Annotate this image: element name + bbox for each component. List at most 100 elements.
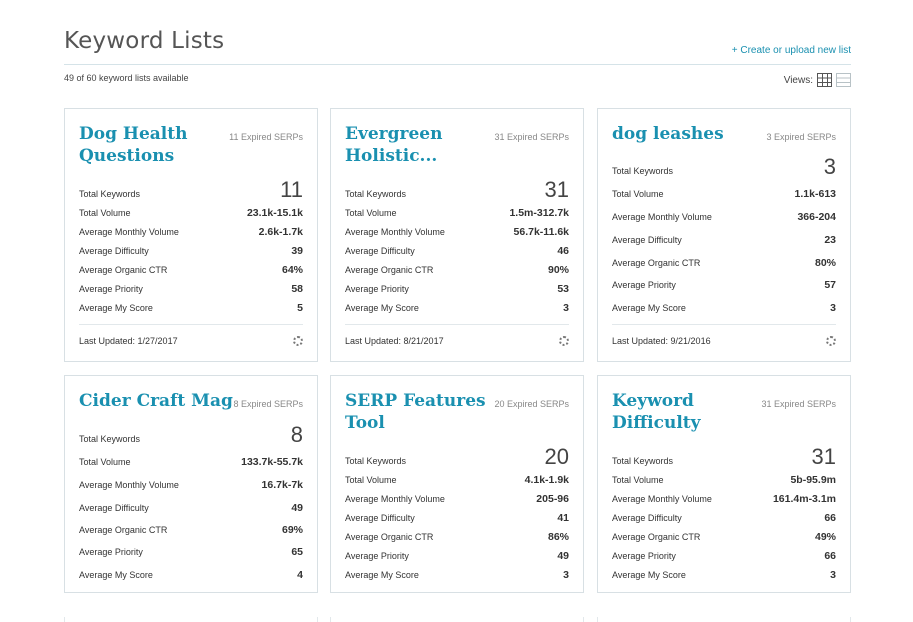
stat-avg-monthly-volume: Average Monthly Volume 16.7k-7k	[79, 479, 303, 491]
keyword-list-card: Keyword Difficulty 31 Expired SERPs Tota…	[597, 375, 851, 593]
stat-total-volume: Total Volume 4.1k-1.9k	[345, 474, 569, 486]
stat-value: 3	[563, 302, 569, 314]
stat-avg-difficulty: Average Difficulty 49	[79, 502, 303, 514]
stat-avg-priority: Average Priority 53	[345, 283, 569, 295]
stat-total-keywords: Total Keywords 20	[345, 444, 569, 470]
gear-icon[interactable]	[293, 336, 303, 346]
stat-avg-ctr: Average Organic CTR 69%	[79, 524, 303, 536]
stat-total-volume: Total Volume 5b-95.9m	[612, 474, 836, 486]
stat-value: 3	[563, 569, 569, 581]
stat-avg-difficulty: Average Difficulty 23	[612, 234, 836, 246]
stat-value: 86%	[547, 531, 569, 543]
stat-label: Average My Score	[345, 570, 419, 580]
stat-label: Average Organic CTR	[345, 532, 434, 542]
stat-value: 3	[830, 302, 836, 314]
stat-label: Average My Score	[79, 570, 153, 580]
last-updated: Last Updated: 1/27/2017	[79, 336, 178, 346]
stat-total-volume: Total Volume 1.1k-613	[612, 188, 836, 200]
stat-value: 3	[823, 154, 836, 179]
stat-label: Average Monthly Volume	[612, 494, 712, 504]
stat-label: Average Monthly Volume	[79, 480, 179, 490]
list-name[interactable]: dog leashes	[612, 124, 724, 144]
stat-avg-priority: Average Priority 66	[612, 550, 836, 562]
views-label: Views:	[783, 74, 813, 86]
list-name[interactable]: Dog Health Questions	[79, 124, 188, 166]
expired-serps: 31 Expired SERPs	[761, 399, 836, 409]
stat-avg-ctr: Average Organic CTR 64%	[79, 264, 303, 276]
stat-avg-my-score: Average My Score 3	[612, 302, 836, 314]
stat-value: 66	[824, 550, 836, 562]
grid-view-icon[interactable]	[817, 73, 832, 87]
stat-avg-priority: Average Priority 57	[612, 279, 836, 291]
stat-label: Average My Score	[612, 570, 686, 580]
stat-avg-monthly-volume: Average Monthly Volume 56.7k-11.6k	[345, 226, 569, 238]
stat-label: Average My Score	[345, 303, 419, 313]
stat-avg-difficulty: Average Difficulty 46	[345, 245, 569, 257]
stat-avg-my-score: Average My Score 3	[612, 569, 836, 581]
stat-value: 31	[544, 177, 569, 202]
stat-avg-ctr: Average Organic CTR 90%	[345, 264, 569, 276]
stat-label: Average My Score	[612, 303, 686, 313]
keyword-list-card: Cider Craft Mag 8 Expired SERPs Total Ke…	[64, 375, 318, 593]
stat-value: 133.7k-55.7k	[241, 456, 303, 468]
stat-avg-my-score: Average My Score 3	[345, 569, 569, 581]
stat-value: 49	[557, 550, 569, 562]
stat-total-volume: Total Volume 23.1k-15.1k	[79, 207, 303, 219]
stat-label: Total Keywords	[612, 456, 674, 466]
stat-value: 65	[291, 546, 303, 558]
title-divider	[64, 64, 851, 65]
stat-value: 11	[280, 177, 303, 202]
stat-label: Total Keywords	[79, 434, 141, 444]
list-name[interactable]: Evergreen Holistic...	[345, 124, 443, 166]
stat-value: 205-96	[536, 493, 569, 505]
list-name[interactable]: SERP Features Tool	[345, 391, 486, 433]
create-list-link[interactable]: + Create or upload new list	[731, 45, 851, 56]
card-divider	[345, 324, 569, 325]
view-switcher: Views:	[784, 73, 851, 87]
keyword-list-card: Evergreen Holistic... 31 Expired SERPs T…	[330, 108, 584, 362]
list-name[interactable]: Keyword Difficulty	[612, 391, 701, 433]
stat-label: Average Organic CTR	[345, 265, 434, 275]
stat-value: 49	[291, 502, 303, 514]
gear-icon[interactable]	[826, 336, 836, 346]
gear-icon[interactable]	[559, 336, 569, 346]
next-row-card-edge	[597, 617, 851, 622]
stat-avg-monthly-volume: Average Monthly Volume 161.4m-3.1m	[612, 493, 836, 505]
stat-total-keywords: Total Keywords 3	[612, 154, 836, 180]
stat-value: 58	[291, 283, 303, 295]
list-name[interactable]: Cider Craft Mag	[79, 391, 233, 411]
stat-avg-difficulty: Average Difficulty 66	[612, 512, 836, 524]
stat-value: 1.5m-312.7k	[509, 207, 569, 219]
expired-serps: 20 Expired SERPs	[494, 399, 569, 409]
stat-avg-ctr: Average Organic CTR 86%	[345, 531, 569, 543]
stat-label: Average Monthly Volume	[79, 227, 179, 237]
stat-total-keywords: Total Keywords 31	[612, 444, 836, 470]
stat-total-keywords: Total Keywords 11	[79, 177, 303, 203]
expired-serps: 8 Expired SERPs	[233, 399, 303, 409]
stat-label: Total Keywords	[345, 456, 407, 466]
stat-value: 53	[557, 283, 569, 295]
list-view-icon[interactable]	[836, 73, 851, 87]
last-updated: Last Updated: 9/21/2016	[612, 336, 711, 346]
expired-serps: 3 Expired SERPs	[766, 132, 836, 142]
stat-label: Average Monthly Volume	[345, 494, 445, 504]
stat-value: 39	[291, 245, 303, 257]
stat-value: 80%	[814, 257, 836, 269]
stat-label: Average Difficulty	[612, 513, 682, 523]
stat-label: Average Organic CTR	[612, 532, 701, 542]
stat-avg-monthly-volume: Average Monthly Volume 366-204	[612, 211, 836, 223]
stat-value: 31	[811, 444, 836, 469]
stat-avg-ctr: Average Organic CTR 80%	[612, 257, 836, 269]
stat-avg-my-score: Average My Score 3	[345, 302, 569, 314]
stat-total-volume: Total Volume 133.7k-55.7k	[79, 456, 303, 468]
stat-label: Total Keywords	[79, 189, 141, 199]
next-row-card-edge	[64, 617, 318, 622]
stat-value: 8	[290, 422, 303, 447]
stat-value: 66	[824, 512, 836, 524]
card-divider	[612, 324, 836, 325]
stat-value: 23.1k-15.1k	[246, 207, 303, 219]
stat-value: 64%	[281, 264, 303, 276]
stat-avg-priority: Average Priority 49	[345, 550, 569, 562]
stat-label: Average Monthly Volume	[345, 227, 445, 237]
stat-label: Average Monthly Volume	[612, 212, 712, 222]
